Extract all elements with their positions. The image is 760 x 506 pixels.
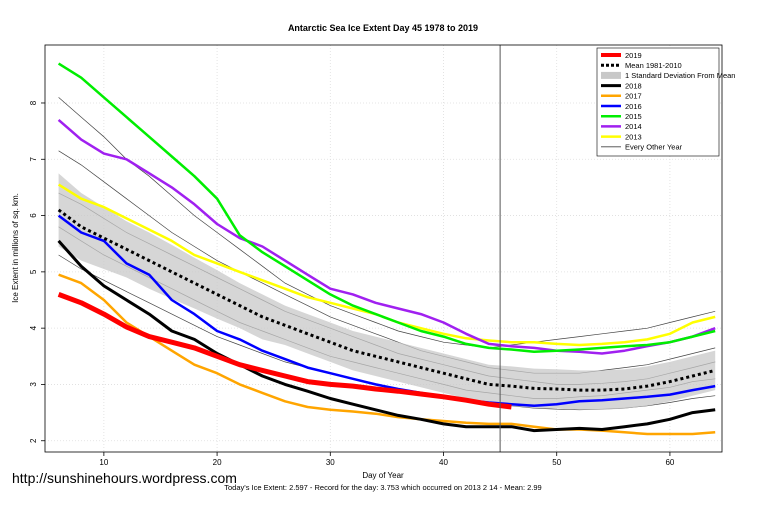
series-line [57,118,716,355]
series-line [58,273,716,436]
legend-label: 2014 [625,122,642,131]
series-line [57,214,716,408]
series-line [57,292,512,410]
legend-label: 2019 [625,51,642,60]
x-tick-label: 60 [665,458,674,467]
std-band [58,173,716,410]
series-line [57,239,716,433]
series-line [57,208,716,392]
footer: Today's Ice Extent: 2.597 - Record for t… [224,483,541,492]
plot-frame [44,44,723,453]
legend-label: 1 Standard Deviation From Mean [625,71,735,80]
x-tick-label: 30 [326,458,335,467]
y-tick-label: 5 [29,269,38,274]
x-axis-label: Day of Year [362,471,404,480]
legend-label: 2018 [625,81,642,90]
y-tick-label: 4 [29,325,38,330]
legend-label: 2013 [625,132,642,141]
legend-label: 2015 [625,112,642,121]
x-tick-label: 50 [552,458,561,467]
background-line [58,97,716,349]
x-tick-label: 40 [439,458,448,467]
series-line [57,62,716,354]
y-tick-label: 2 [29,438,38,443]
y-tick-label: 8 [29,100,38,105]
x-tick-label: 20 [213,458,222,467]
chart-title: Antarctic Sea Ice Extent Day 45 1978 to … [288,23,478,33]
legend-label: 2016 [625,102,642,111]
y-tick-label: 7 [29,157,38,162]
legend-label: Mean 1981-2010 [625,61,682,70]
legend-swatch [601,71,621,79]
legend-label: Every Other Year [625,143,683,152]
y-tick-label: 3 [29,382,38,387]
watermark: http://sunshinehours.wordpress.com [12,470,237,486]
legend-label: 2017 [625,92,642,101]
y-axis-label: Ice Extent in millions of sq. km. [11,193,20,303]
y-tick-label: 6 [29,213,38,218]
background-line [58,150,716,374]
x-tick-label: 10 [99,458,108,467]
